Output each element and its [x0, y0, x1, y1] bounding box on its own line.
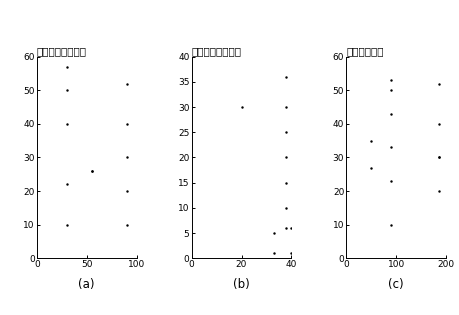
Text: 左眼水平投影积分: 左眼水平投影积分: [191, 46, 241, 56]
Text: 垂直投影积分: 垂直投影积分: [346, 46, 383, 56]
X-axis label: (b): (b): [233, 278, 249, 291]
Text: 右眼水平投影积分: 右眼水平投影积分: [37, 46, 87, 56]
X-axis label: (a): (a): [78, 278, 95, 291]
X-axis label: (c): (c): [387, 278, 403, 291]
